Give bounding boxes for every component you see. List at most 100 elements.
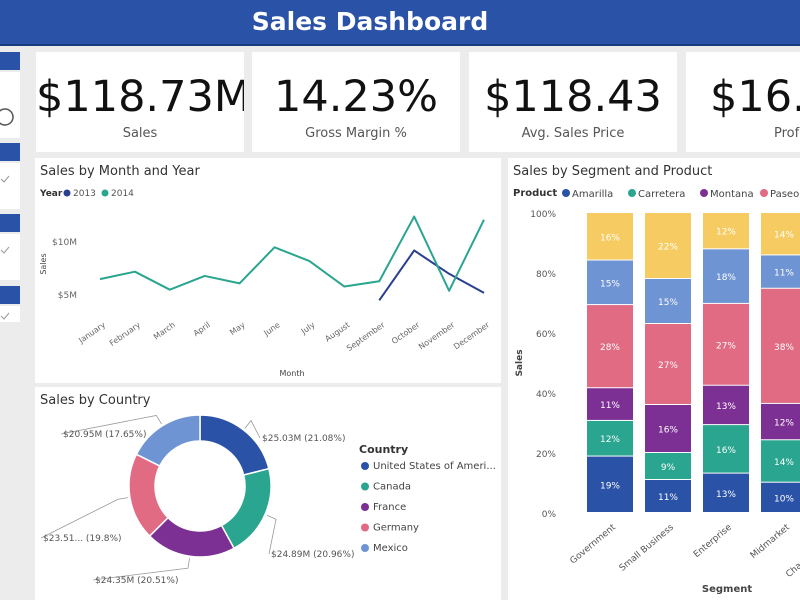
- kpi-label: Sales: [122, 126, 158, 141]
- leader-line: [266, 514, 277, 555]
- bar-data-label: 11%: [600, 401, 620, 411]
- x-tick-label: May: [228, 320, 247, 337]
- slicer-panel: [0, 306, 20, 322]
- kpi-card-gross-margin[interactable]: 14.23% Gross Margin %: [252, 52, 460, 152]
- x-tick-label: November: [417, 320, 457, 352]
- donut-slice: [199, 414, 270, 476]
- bar-segment: [587, 213, 633, 260]
- data-label: $23.51... (19.8%): [43, 534, 122, 544]
- bar-segment: [703, 303, 749, 385]
- legend-label: 2014: [111, 189, 134, 199]
- donut-chart: Country $25.03M (21.08%) United States of…: [40, 414, 496, 586]
- dashboard-header: Sales Dashboard: [0, 0, 800, 46]
- bar-data-label: 9%: [661, 463, 676, 473]
- bar-data-label: 15%: [658, 298, 678, 308]
- series-line-2013: [378, 249, 485, 301]
- slicer-panel: [0, 72, 20, 138]
- x-tick-label: August: [323, 320, 351, 343]
- bar-segment: [761, 288, 800, 403]
- y-tick-label: $10M: [52, 238, 77, 248]
- radio-icon[interactable]: [0, 108, 14, 126]
- bar-data-label: 10%: [774, 494, 794, 504]
- legend-marker: [361, 544, 369, 552]
- legend-label: Germany: [373, 523, 419, 534]
- legend-marker: [700, 189, 708, 197]
- bar-data-label: 15%: [600, 279, 620, 289]
- kpi-card-sales[interactable]: $118.73M Sales: [36, 52, 244, 152]
- legend-marker: [361, 482, 369, 491]
- checkbox-icon[interactable]: [0, 175, 10, 183]
- bar-data-label: 16%: [600, 233, 620, 243]
- bar-data-label: 12%: [600, 435, 620, 445]
- kpi-card-profit[interactable]: $16.8 Prof: [686, 52, 800, 152]
- y-tick-label: 20%: [536, 450, 556, 460]
- y-tick-label: 100%: [530, 210, 556, 220]
- x-axis-label: Segment: [702, 584, 752, 595]
- kpi-label: Prof: [774, 126, 800, 141]
- legend-label: Paseo: [770, 189, 799, 200]
- stacked-bar-panel[interactable]: Sales by Segment and Product Product Ama…: [508, 158, 800, 600]
- legend-label: United States of Ameri...: [373, 461, 496, 472]
- chart-title: Sales by Segment and Product: [513, 164, 713, 179]
- legend-marker: [562, 189, 570, 197]
- slicer-panel: [0, 163, 20, 209]
- bar-data-label: 19%: [600, 481, 620, 491]
- bar-segment: [587, 260, 633, 305]
- kpi-value: 14.23%: [274, 72, 438, 122]
- slicer-header: [0, 52, 20, 70]
- y-axis-label: Sales: [39, 253, 48, 274]
- slicer-panel: [0, 234, 20, 280]
- chart-title: Sales by Country: [40, 393, 151, 408]
- bar-segment: [761, 482, 800, 512]
- legend-label: 2013: [73, 189, 96, 199]
- kpi-card-avg-price[interactable]: $118.43 Avg. Sales Price: [469, 52, 677, 152]
- legend-title: Year: [39, 189, 63, 199]
- bar-data-label: 18%: [716, 273, 736, 283]
- legend-marker: [63, 189, 71, 197]
- bar-segment: [645, 324, 691, 404]
- checkbox-icon[interactable]: [0, 312, 10, 320]
- bar-segment: [645, 213, 691, 278]
- x-tick-label: October: [390, 320, 422, 346]
- stacked-bar-chart: Product AmarillaCarreteraMontanaPaseoVel…: [513, 188, 800, 595]
- x-tick-label: Enterprise: [692, 522, 734, 560]
- legend-marker: [361, 503, 369, 511]
- bar-segment: [587, 388, 633, 420]
- bar-data-label: 27%: [658, 361, 678, 371]
- bar-segment: [645, 480, 691, 512]
- legend-label: Carretera: [638, 189, 685, 200]
- bar-data-label: 11%: [774, 269, 794, 279]
- slicer-header: [0, 286, 20, 304]
- donut-slice: [135, 414, 201, 467]
- legend-label: Canada: [373, 482, 411, 493]
- checkbox-icon[interactable]: [0, 246, 10, 254]
- bar-data-label: 14%: [774, 231, 794, 241]
- page-title: Sales Dashboard: [251, 7, 489, 36]
- legend-title: Country: [359, 443, 408, 456]
- donut-chart-panel[interactable]: Sales by Country Country $25.03M (21.08%…: [35, 387, 501, 600]
- bar-data-label: 16%: [658, 426, 678, 436]
- kpi-value: $118.43: [484, 72, 662, 122]
- leader-line: [244, 419, 261, 439]
- donut-slice: [128, 453, 170, 538]
- y-tick-label: 0%: [542, 510, 557, 520]
- bar-data-label: 13%: [716, 402, 736, 412]
- bar-data-label: 22%: [658, 243, 678, 253]
- x-tick-label: January: [76, 320, 107, 345]
- line-chart-panel[interactable]: Sales by Month and Year Year 2013 2014 $5M…: [35, 158, 501, 383]
- bar-segment: [761, 403, 800, 440]
- x-tick-label: June: [261, 320, 281, 338]
- legend-marker: [628, 189, 636, 197]
- x-tick-label: Government: [568, 522, 618, 566]
- bar-segment: [761, 255, 800, 288]
- bar-segment: [703, 473, 749, 512]
- bar-data-label: 13%: [716, 490, 736, 500]
- legend-marker: [101, 189, 109, 197]
- bar-segment: [703, 249, 749, 303]
- y-tick-label: $5M: [58, 291, 77, 301]
- bar-data-label: 12%: [716, 228, 736, 238]
- y-tick-label: 80%: [536, 270, 556, 280]
- kpi-value: $16.8: [710, 72, 800, 122]
- x-tick-label: Small Business: [618, 522, 676, 573]
- y-axis-label: Sales: [515, 349, 525, 376]
